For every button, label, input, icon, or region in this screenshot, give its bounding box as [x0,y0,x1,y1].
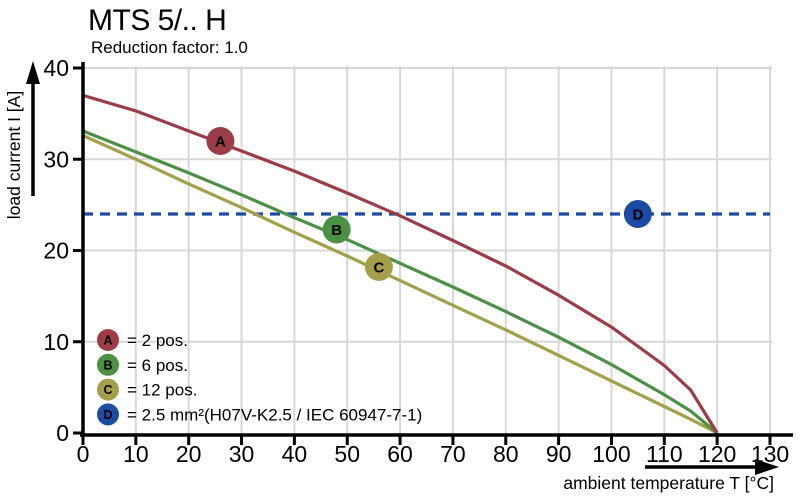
x-tick-label-30: 30 [229,441,255,467]
marker-C: C [364,252,393,281]
marker-A: A [206,127,235,155]
marker-circle-B [322,215,351,244]
x-tick-label-20: 20 [176,441,202,467]
marker-letter-D: D [632,207,643,224]
legend-item-B: B = 6 pos. [97,353,188,376]
legend-label-C: = 12 pos. [127,381,197,400]
y-tick-label-0: 0 [56,420,69,446]
legend-letter-B: B [103,358,112,372]
legend-item-C: C = 12 pos. [97,378,197,401]
x-tick-label-0: 0 [77,441,90,467]
x-tick-label-90: 90 [546,441,572,467]
legend-letter-A: A [103,334,112,348]
marker-letter-B: B [331,222,342,239]
legend-marker-C-icon [97,378,119,401]
curve-C [82,134,718,435]
legend-item-A: A = 2 pos. [97,329,188,351]
x-tick-label-70: 70 [440,441,466,467]
curve-B [82,129,719,435]
y-axis-label: load current I [A] [4,91,24,219]
y-tick-label-20: 20 [43,238,69,264]
legend-label-B: = 6 pos. [127,356,188,375]
marker-circle-C [364,252,393,281]
x-tick-label-10: 10 [123,441,149,467]
legend-letter-C: C [103,383,112,397]
x-axis-arrow-head-icon [755,459,779,475]
legend-marker-A-icon [97,329,119,351]
marker-circle-D [623,200,652,228]
x-axis-label: ambient temperature T [°C] [563,473,774,493]
y-tick-label-10: 10 [43,329,69,355]
marker-B: B [322,215,351,244]
marker-letter-C: C [374,259,385,276]
y-axis-arrow-head-icon [26,61,40,84]
page-subtitle: Reduction factor: 1.0 [91,38,248,57]
x-tick-label-50: 50 [334,441,360,467]
y-tick-label-40: 40 [43,55,69,81]
marker-letter-A: A [215,134,226,151]
x-tick-label-40: 40 [282,441,308,467]
legend-label-A: = 2 pos. [127,331,188,350]
x-tick-label-60: 60 [387,441,413,467]
legend-letter-D: D [103,408,112,422]
curve-A [82,93,719,434]
y-tick-label-30: 30 [43,146,69,172]
page-title: MTS 5/.. H [88,4,227,37]
x-tick-label-120: 120 [698,441,736,467]
x-tick-label-100: 100 [592,441,630,467]
x-tick-label-110: 110 [646,441,683,467]
marker-circle-A [206,127,235,155]
x-tick-label-80: 80 [493,441,519,467]
legend-marker-D-icon [97,403,119,426]
legend-item-D: D = 2.5 mm²(H07V-K2.5 / IEC 60947-7-1) [97,403,422,426]
legend-marker-B-icon [97,353,119,376]
marker-D: D [623,200,652,228]
legend-label-D: = 2.5 mm²(H07V-K2.5 / IEC 60947-7-1) [127,405,422,424]
